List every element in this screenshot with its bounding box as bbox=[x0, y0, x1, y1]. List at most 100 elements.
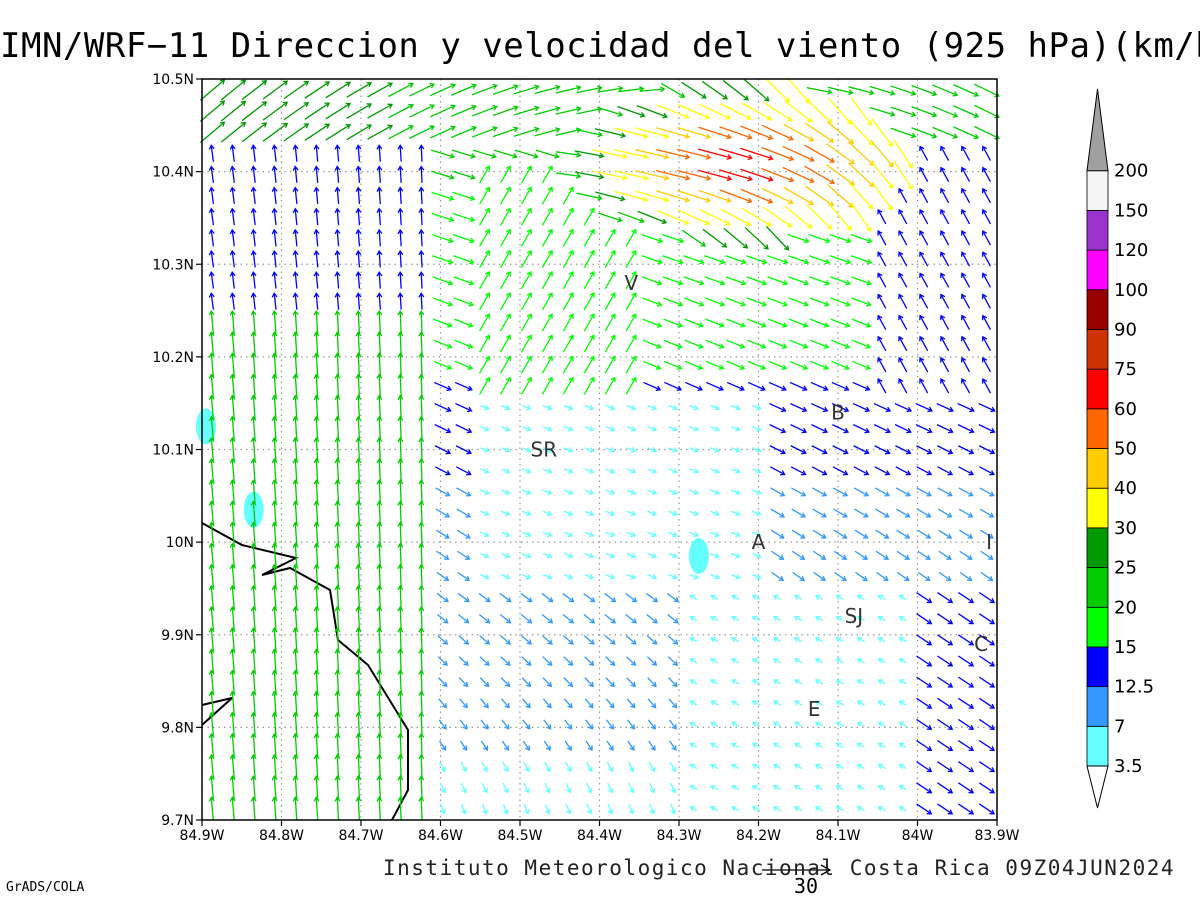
wind-vector bbox=[271, 271, 278, 289]
wind-vector bbox=[788, 276, 810, 286]
wind-vector bbox=[605, 574, 616, 580]
wind-vector bbox=[292, 207, 299, 226]
wind-vector bbox=[523, 782, 530, 794]
wind-vector bbox=[418, 500, 425, 525]
wind-vector bbox=[262, 80, 289, 100]
wind-vector bbox=[208, 373, 215, 398]
wind-vector bbox=[500, 447, 511, 453]
wind-vector bbox=[313, 563, 320, 588]
wind-vector bbox=[250, 479, 257, 504]
wind-vector bbox=[418, 753, 425, 779]
wind-vector bbox=[520, 376, 532, 395]
wind-vector bbox=[625, 635, 637, 645]
wind-vector bbox=[208, 521, 215, 546]
wind-vector bbox=[292, 373, 299, 398]
wind-vector bbox=[271, 457, 278, 483]
wind-vector bbox=[740, 147, 774, 161]
wind-vector bbox=[563, 574, 574, 580]
wind-vector bbox=[731, 489, 741, 495]
wind-vector bbox=[896, 529, 911, 539]
wind-vector bbox=[563, 510, 574, 517]
wind-vector bbox=[809, 297, 830, 307]
wind-vector bbox=[937, 676, 954, 688]
wind-vector bbox=[791, 508, 806, 518]
wind-vector bbox=[229, 521, 236, 546]
wind-vector bbox=[229, 627, 236, 652]
wind-vector bbox=[668, 426, 679, 432]
wind-vector bbox=[953, 126, 980, 140]
coastline-west bbox=[201, 697, 233, 726]
wind-vector bbox=[604, 228, 616, 247]
wind-vector bbox=[199, 121, 226, 144]
wind-vector bbox=[793, 721, 803, 727]
wind-vector bbox=[376, 415, 383, 440]
wind-vector bbox=[397, 207, 404, 226]
wind-vector bbox=[457, 550, 471, 560]
wind-vector bbox=[747, 360, 767, 370]
wind-vector bbox=[241, 122, 268, 143]
wind-vector bbox=[479, 635, 491, 645]
wind-vector bbox=[911, 84, 938, 97]
wind-vector bbox=[835, 615, 844, 622]
wind-vector bbox=[647, 677, 657, 688]
wind-vector bbox=[960, 251, 971, 267]
wind-vector bbox=[563, 489, 574, 495]
wind-vector bbox=[513, 105, 540, 116]
wind-vector bbox=[334, 144, 341, 162]
wind-vector bbox=[625, 292, 637, 311]
wind-vector bbox=[669, 740, 677, 751]
wind-vector bbox=[250, 394, 257, 419]
wind-vector bbox=[208, 796, 215, 821]
wind-vector bbox=[894, 402, 913, 413]
wind-vector bbox=[479, 489, 490, 495]
wind-vector bbox=[916, 655, 933, 667]
wind-vector bbox=[583, 207, 595, 226]
wind-vector bbox=[458, 677, 469, 688]
wind-vector bbox=[830, 297, 851, 307]
wind-vector bbox=[208, 627, 215, 652]
wind-vector bbox=[617, 211, 645, 224]
wind-vector bbox=[635, 190, 670, 203]
reference-vector: 30 bbox=[762, 864, 832, 898]
wind-vector bbox=[607, 782, 614, 794]
wind-vector bbox=[430, 125, 456, 139]
wind-vector bbox=[437, 614, 449, 624]
wind-vector bbox=[438, 740, 447, 751]
wind-vector bbox=[397, 648, 404, 673]
wind-vector bbox=[453, 255, 475, 265]
wind-vector bbox=[938, 529, 953, 539]
wind-vector bbox=[835, 721, 844, 727]
wind-vector bbox=[564, 740, 572, 751]
wind-vector bbox=[271, 690, 278, 715]
wind-vector bbox=[292, 331, 299, 356]
city-label-b: B bbox=[831, 400, 845, 424]
wind-vector bbox=[940, 378, 950, 394]
wind-vector bbox=[492, 126, 519, 138]
wind-vector bbox=[856, 679, 865, 685]
wind-vector bbox=[916, 487, 932, 497]
wind-vector bbox=[769, 402, 787, 413]
wind-vector bbox=[751, 531, 762, 538]
wind-vector bbox=[437, 635, 449, 645]
wind-vector bbox=[710, 721, 719, 727]
wind-vector bbox=[376, 309, 383, 335]
wind-vector bbox=[641, 255, 663, 265]
wind-vector bbox=[271, 144, 278, 162]
wind-vector bbox=[313, 669, 320, 694]
wind-vector bbox=[958, 740, 975, 752]
colorbar-swatch bbox=[1086, 249, 1109, 291]
colorbar-swatch bbox=[1086, 646, 1109, 688]
wind-vector bbox=[313, 500, 320, 525]
wind-vector bbox=[958, 634, 975, 646]
wind-vector bbox=[725, 297, 747, 307]
wind-vector bbox=[731, 742, 740, 748]
wind-vector bbox=[875, 508, 890, 518]
wind-vector bbox=[811, 466, 828, 476]
wind-vector bbox=[500, 635, 512, 645]
wind-vector bbox=[701, 80, 729, 100]
wind-vector bbox=[418, 584, 425, 610]
wind-vector bbox=[439, 761, 447, 773]
wind-vector bbox=[832, 466, 849, 476]
wind-vector bbox=[250, 775, 257, 800]
wind-vector bbox=[896, 571, 910, 582]
